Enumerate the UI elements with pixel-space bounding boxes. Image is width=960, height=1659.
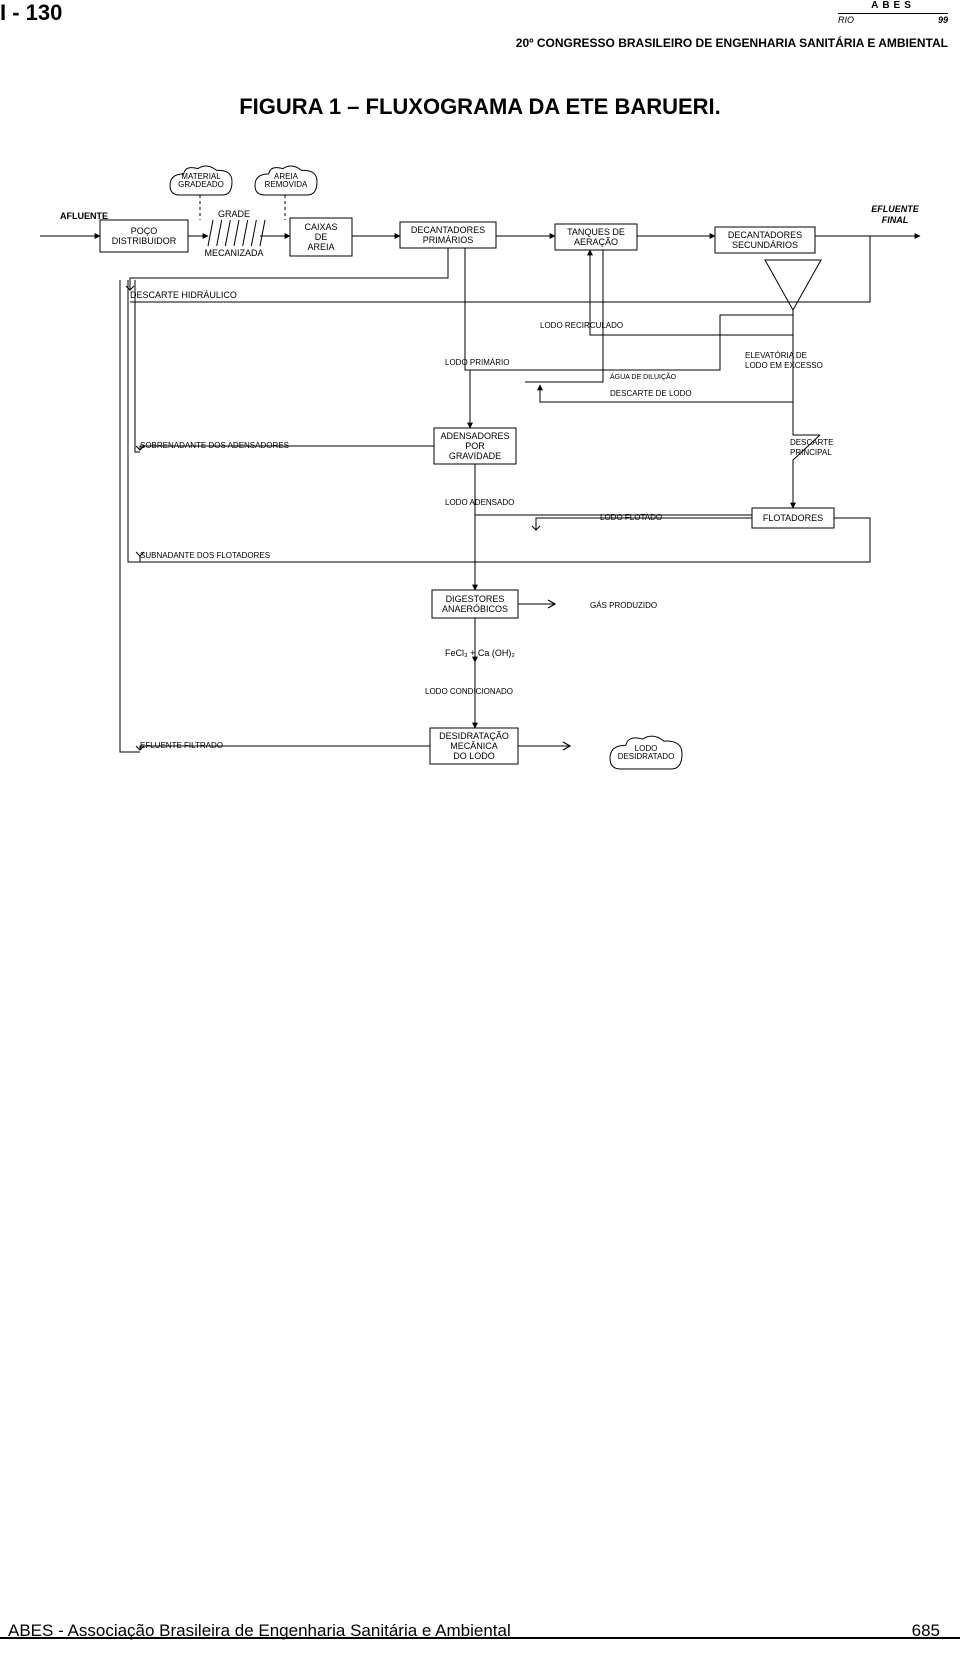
svg-text:DESCARTE DE LODO: DESCARTE DE LODO bbox=[610, 389, 692, 398]
svg-text:PRINCIPAL: PRINCIPAL bbox=[790, 448, 832, 457]
svg-text:LODO CONDICIONADO: LODO CONDICIONADO bbox=[425, 687, 513, 696]
svg-text:GÁS PRODUZIDO: GÁS PRODUZIDO bbox=[590, 601, 657, 610]
header-code: I - 130 bbox=[0, 0, 62, 26]
logo-sub-right: 99 bbox=[938, 15, 948, 25]
svg-text:ÁGUA DE DILUIÇÃO: ÁGUA DE DILUIÇÃO bbox=[610, 372, 677, 381]
svg-text:LODO RECIRCULADO: LODO RECIRCULADO bbox=[540, 321, 623, 330]
svg-text:DECANTADORES: DECANTADORES bbox=[728, 230, 802, 240]
svg-text:AREIA: AREIA bbox=[307, 242, 334, 252]
svg-text:REMOVIDA: REMOVIDA bbox=[265, 180, 308, 189]
footer-page: 685 bbox=[912, 1621, 940, 1641]
svg-text:DISTRIBUIDOR: DISTRIBUIDOR bbox=[112, 236, 177, 246]
svg-text:MECANIZADA: MECANIZADA bbox=[204, 248, 263, 258]
logo: ABES RIO 99 bbox=[838, 0, 948, 25]
svg-text:POÇO: POÇO bbox=[131, 226, 158, 236]
svg-text:DECANTADORES: DECANTADORES bbox=[411, 225, 485, 235]
svg-text:PRIMÁRIOS: PRIMÁRIOS bbox=[423, 235, 474, 245]
svg-text:SUBNADANTE DOS FLOTADORES: SUBNADANTE DOS FLOTADORES bbox=[140, 551, 270, 560]
svg-text:EFLUENTE: EFLUENTE bbox=[871, 204, 919, 214]
svg-text:ELEVATÓRIA DE: ELEVATÓRIA DE bbox=[745, 351, 807, 360]
figure-title: FIGURA 1 – FLUXOGRAMA DA ETE BARUERI. bbox=[0, 94, 960, 120]
svg-text:MECÂNICA: MECÂNICA bbox=[450, 741, 498, 751]
svg-text:GRAVIDADE: GRAVIDADE bbox=[449, 451, 501, 461]
svg-text:AERAÇÃO: AERAÇÃO bbox=[574, 237, 618, 247]
svg-text:CAIXAS: CAIXAS bbox=[304, 222, 337, 232]
svg-text:LODO EM EXCESSO: LODO EM EXCESSO bbox=[745, 361, 823, 370]
svg-text:DE: DE bbox=[315, 232, 328, 242]
footer-text: ABES - Associação Brasileira de Engenhar… bbox=[8, 1621, 511, 1641]
logo-sub: RIO 99 bbox=[838, 13, 948, 25]
svg-text:TANQUES DE: TANQUES DE bbox=[567, 227, 625, 237]
svg-text:FLOTADORES: FLOTADORES bbox=[763, 513, 823, 523]
svg-text:DESCARTE HIDRÁULICO: DESCARTE HIDRÁULICO bbox=[130, 290, 237, 300]
svg-text:AFLUENTE: AFLUENTE bbox=[60, 211, 108, 221]
logo-text: ABES bbox=[838, 0, 948, 11]
svg-text:LODO ADENSADO: LODO ADENSADO bbox=[445, 498, 514, 507]
page: I - 130 ABES RIO 99 20º CONGRESSO BRASIL… bbox=[0, 0, 960, 1659]
svg-text:FINAL: FINAL bbox=[882, 215, 909, 225]
svg-text:GRADE: GRADE bbox=[218, 209, 250, 219]
svg-text:SECUNDÁRIOS: SECUNDÁRIOS bbox=[732, 240, 798, 250]
footer-bar: ABES - Associação Brasileira de Engenhar… bbox=[0, 1637, 960, 1639]
svg-text:DIGESTORES: DIGESTORES bbox=[446, 594, 505, 604]
svg-text:DESIDRATAÇÃO: DESIDRATAÇÃO bbox=[439, 731, 509, 741]
hatched-grade-mecanizada bbox=[208, 220, 265, 246]
svg-text:GRADEADO: GRADEADO bbox=[178, 180, 224, 189]
svg-text:DO LODO: DO LODO bbox=[453, 751, 495, 761]
header-subtitle: 20º CONGRESSO BRASILEIRO DE ENGENHARIA S… bbox=[516, 36, 948, 50]
svg-text:DESIDRATADO: DESIDRATADO bbox=[618, 752, 675, 761]
logo-sub-left: RIO bbox=[838, 15, 854, 25]
svg-text:LODO PRIMÁRIO: LODO PRIMÁRIO bbox=[445, 358, 509, 367]
svg-text:ADENSADORES: ADENSADORES bbox=[440, 431, 509, 441]
svg-text:POR: POR bbox=[465, 441, 485, 451]
svg-text:ANAERÓBICOS: ANAERÓBICOS bbox=[442, 604, 508, 614]
flowchart: MATERIALGRADEADOAREIAREMOVIDALODODESIDRA… bbox=[0, 150, 960, 870]
svg-text:FeCl₃ + Ca (OH)₂: FeCl₃ + Ca (OH)₂ bbox=[445, 648, 515, 658]
